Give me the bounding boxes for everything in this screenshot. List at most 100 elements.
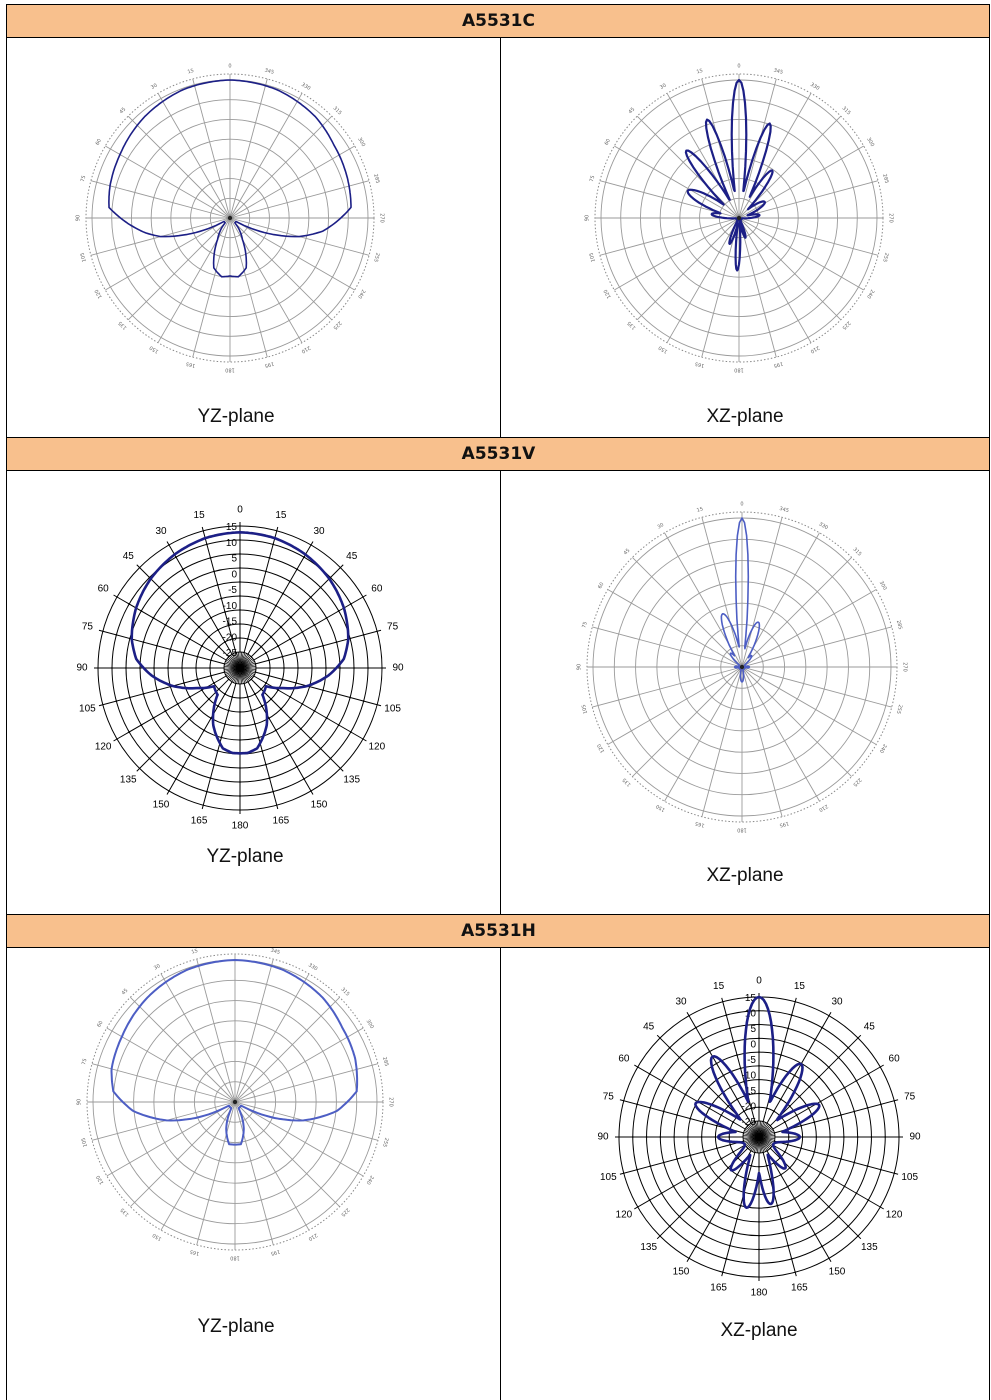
angle-tick-label: 180 xyxy=(230,1255,240,1261)
pattern-table: A5531C A5531V A5531H 0 15 30 45 60 75 90 105 120… xyxy=(6,4,990,1400)
angle-tick-label: 60 xyxy=(95,138,103,147)
angle-tick-label: 120 xyxy=(603,288,613,299)
angle-tick-label: 345 xyxy=(773,68,784,76)
angle-tick-label: 300 xyxy=(365,1019,375,1030)
angle-tick-label: 105 xyxy=(80,252,88,263)
angle-tick-label: 150 xyxy=(153,799,170,810)
angle-tick-label: 165 xyxy=(185,360,196,368)
angle-tick-label: 255 xyxy=(895,704,903,715)
angle-tick-label: 150 xyxy=(149,344,160,354)
radiation-pattern-line xyxy=(108,79,352,278)
angle-tick-label: 15 xyxy=(713,981,725,992)
angle-tick-label: 15 xyxy=(794,981,806,992)
angle-tick-label: 120 xyxy=(95,1174,105,1185)
chart-center xyxy=(736,215,742,221)
polar-chart-v-xz: 0 15 30 45 60 75 90 105 120 135 150 165 180 195 210 225… xyxy=(577,502,908,833)
angle-tick-label: 300 xyxy=(865,137,875,148)
angle-tick-label: 45 xyxy=(643,1021,655,1032)
polar-grid xyxy=(615,993,903,1281)
angle-tick-label: 180 xyxy=(734,367,744,373)
angle-tick-label: 90 xyxy=(909,1132,921,1143)
angle-tick-label: 135 xyxy=(120,1206,131,1217)
angle-tick-label: 255 xyxy=(881,252,889,263)
angle-tick-label: 270 xyxy=(379,213,385,223)
radial-tick-label: -5 xyxy=(228,585,237,596)
angle-tick-label: 195 xyxy=(779,820,790,828)
angle-tick-label: 210 xyxy=(300,344,311,354)
angle-tick-label: 75 xyxy=(904,1091,916,1102)
angle-tick-label: 15 xyxy=(191,948,199,955)
angle-tick-label: 15 xyxy=(696,68,704,75)
angle-tick-label: 90 xyxy=(577,664,583,670)
row-title-a5531v: A5531V xyxy=(7,438,990,470)
angle-tick-label: 300 xyxy=(356,137,366,148)
angle-tick-label: 150 xyxy=(658,344,669,354)
angle-tick-label: 105 xyxy=(589,252,597,263)
angle-tick-label: 285 xyxy=(381,1056,389,1067)
angle-tick-label: 60 xyxy=(98,584,110,595)
angle-tick-label: 225 xyxy=(332,320,343,331)
angle-tick-label: 195 xyxy=(773,360,784,368)
angle-tick-label: 30 xyxy=(153,963,162,971)
angle-tick-label: 0 xyxy=(737,64,740,70)
angle-tick-label: 120 xyxy=(596,743,606,754)
angle-tick-label: 345 xyxy=(779,506,790,514)
angle-tick-label: 75 xyxy=(387,622,399,633)
angle-tick-label: 60 xyxy=(604,138,612,147)
angle-tick-label: 270 xyxy=(388,1097,394,1107)
angle-tick-label: 60 xyxy=(597,581,605,590)
angle-tick-label: 120 xyxy=(886,1210,903,1221)
angle-tick-label: 330 xyxy=(818,521,829,531)
angle-tick-label: 0 xyxy=(756,976,762,987)
radial-tick-label: 15 xyxy=(745,993,757,1004)
angle-tick-label: 315 xyxy=(339,987,350,998)
radial-tick-label: 5 xyxy=(231,554,237,565)
angle-tick-label: 120 xyxy=(94,288,104,299)
angle-tick-label: 120 xyxy=(616,1210,633,1221)
angle-tick-label: 315 xyxy=(841,105,852,116)
radial-tick-label: 10 xyxy=(226,538,238,549)
angle-tick-label: 75 xyxy=(581,621,588,629)
chart-center xyxy=(232,1099,238,1105)
angle-tick-label: 75 xyxy=(603,1091,615,1102)
polar-chart-h-yz: 0 15 30 45 60 75 90 105 120 135 150 165 180 195 210 225… xyxy=(77,948,394,1261)
angle-tick-label: 90 xyxy=(585,215,591,221)
angle-tick-label: 30 xyxy=(656,522,665,530)
angle-tick-label: 165 xyxy=(189,1248,200,1256)
angle-tick-label: 315 xyxy=(332,105,343,116)
radial-tick-label: -25 xyxy=(223,648,238,659)
cell-a5531h-xz: 0 15 30 45 60 75 90 105 120 135 150 165 180 165 150 135… xyxy=(501,948,989,1400)
angle-tick-label: 30 xyxy=(831,997,843,1008)
row-title-a5531h: A5531H xyxy=(7,915,990,947)
angle-tick-label: 165 xyxy=(710,1282,727,1293)
angle-tick-label: 150 xyxy=(673,1267,690,1278)
radiation-pattern-line xyxy=(694,995,821,1209)
angle-tick-label: 30 xyxy=(313,526,325,537)
angle-tick-label: 180 xyxy=(737,827,747,833)
angle-tick-label: 210 xyxy=(809,344,820,354)
radial-tick-label: -25 xyxy=(742,1117,757,1128)
angle-tick-label: 15 xyxy=(275,510,287,521)
angle-tick-label: 150 xyxy=(829,1267,846,1278)
radiation-pattern-line xyxy=(110,959,359,1146)
radial-tick-label: 0 xyxy=(750,1040,756,1051)
angle-tick-label: 135 xyxy=(343,774,360,785)
angle-tick-label: 135 xyxy=(640,1242,657,1253)
angle-tick-label: 0 xyxy=(740,502,743,508)
angle-tick-label: 30 xyxy=(675,997,687,1008)
angle-tick-label: 150 xyxy=(311,799,328,810)
angle-tick-label: 195 xyxy=(270,1248,281,1256)
radial-tick-label: -15 xyxy=(742,1086,757,1097)
angle-tick-label: 285 xyxy=(895,620,903,631)
angle-tick-label: 15 xyxy=(194,510,206,521)
angle-tick-label: 45 xyxy=(346,551,358,562)
radial-tick-label: 15 xyxy=(226,522,238,533)
polar-chart-c-xz: 0 15 30 45 60 75 90 105 120 135 150 165 180 195 210 225… xyxy=(585,64,894,373)
angle-tick-label: 0 xyxy=(228,64,231,70)
cell-a5531v-yz: 0 15 30 45 60 75 90 105 120 135 150 165 180 165 150 135… xyxy=(7,471,500,914)
angle-tick-label: 60 xyxy=(889,1054,901,1065)
angle-tick-label: 30 xyxy=(150,83,159,91)
row-title-a5531c: A5531C xyxy=(7,5,990,37)
angle-tick-label: 270 xyxy=(902,662,908,672)
angle-tick-label: 240 xyxy=(865,288,875,299)
